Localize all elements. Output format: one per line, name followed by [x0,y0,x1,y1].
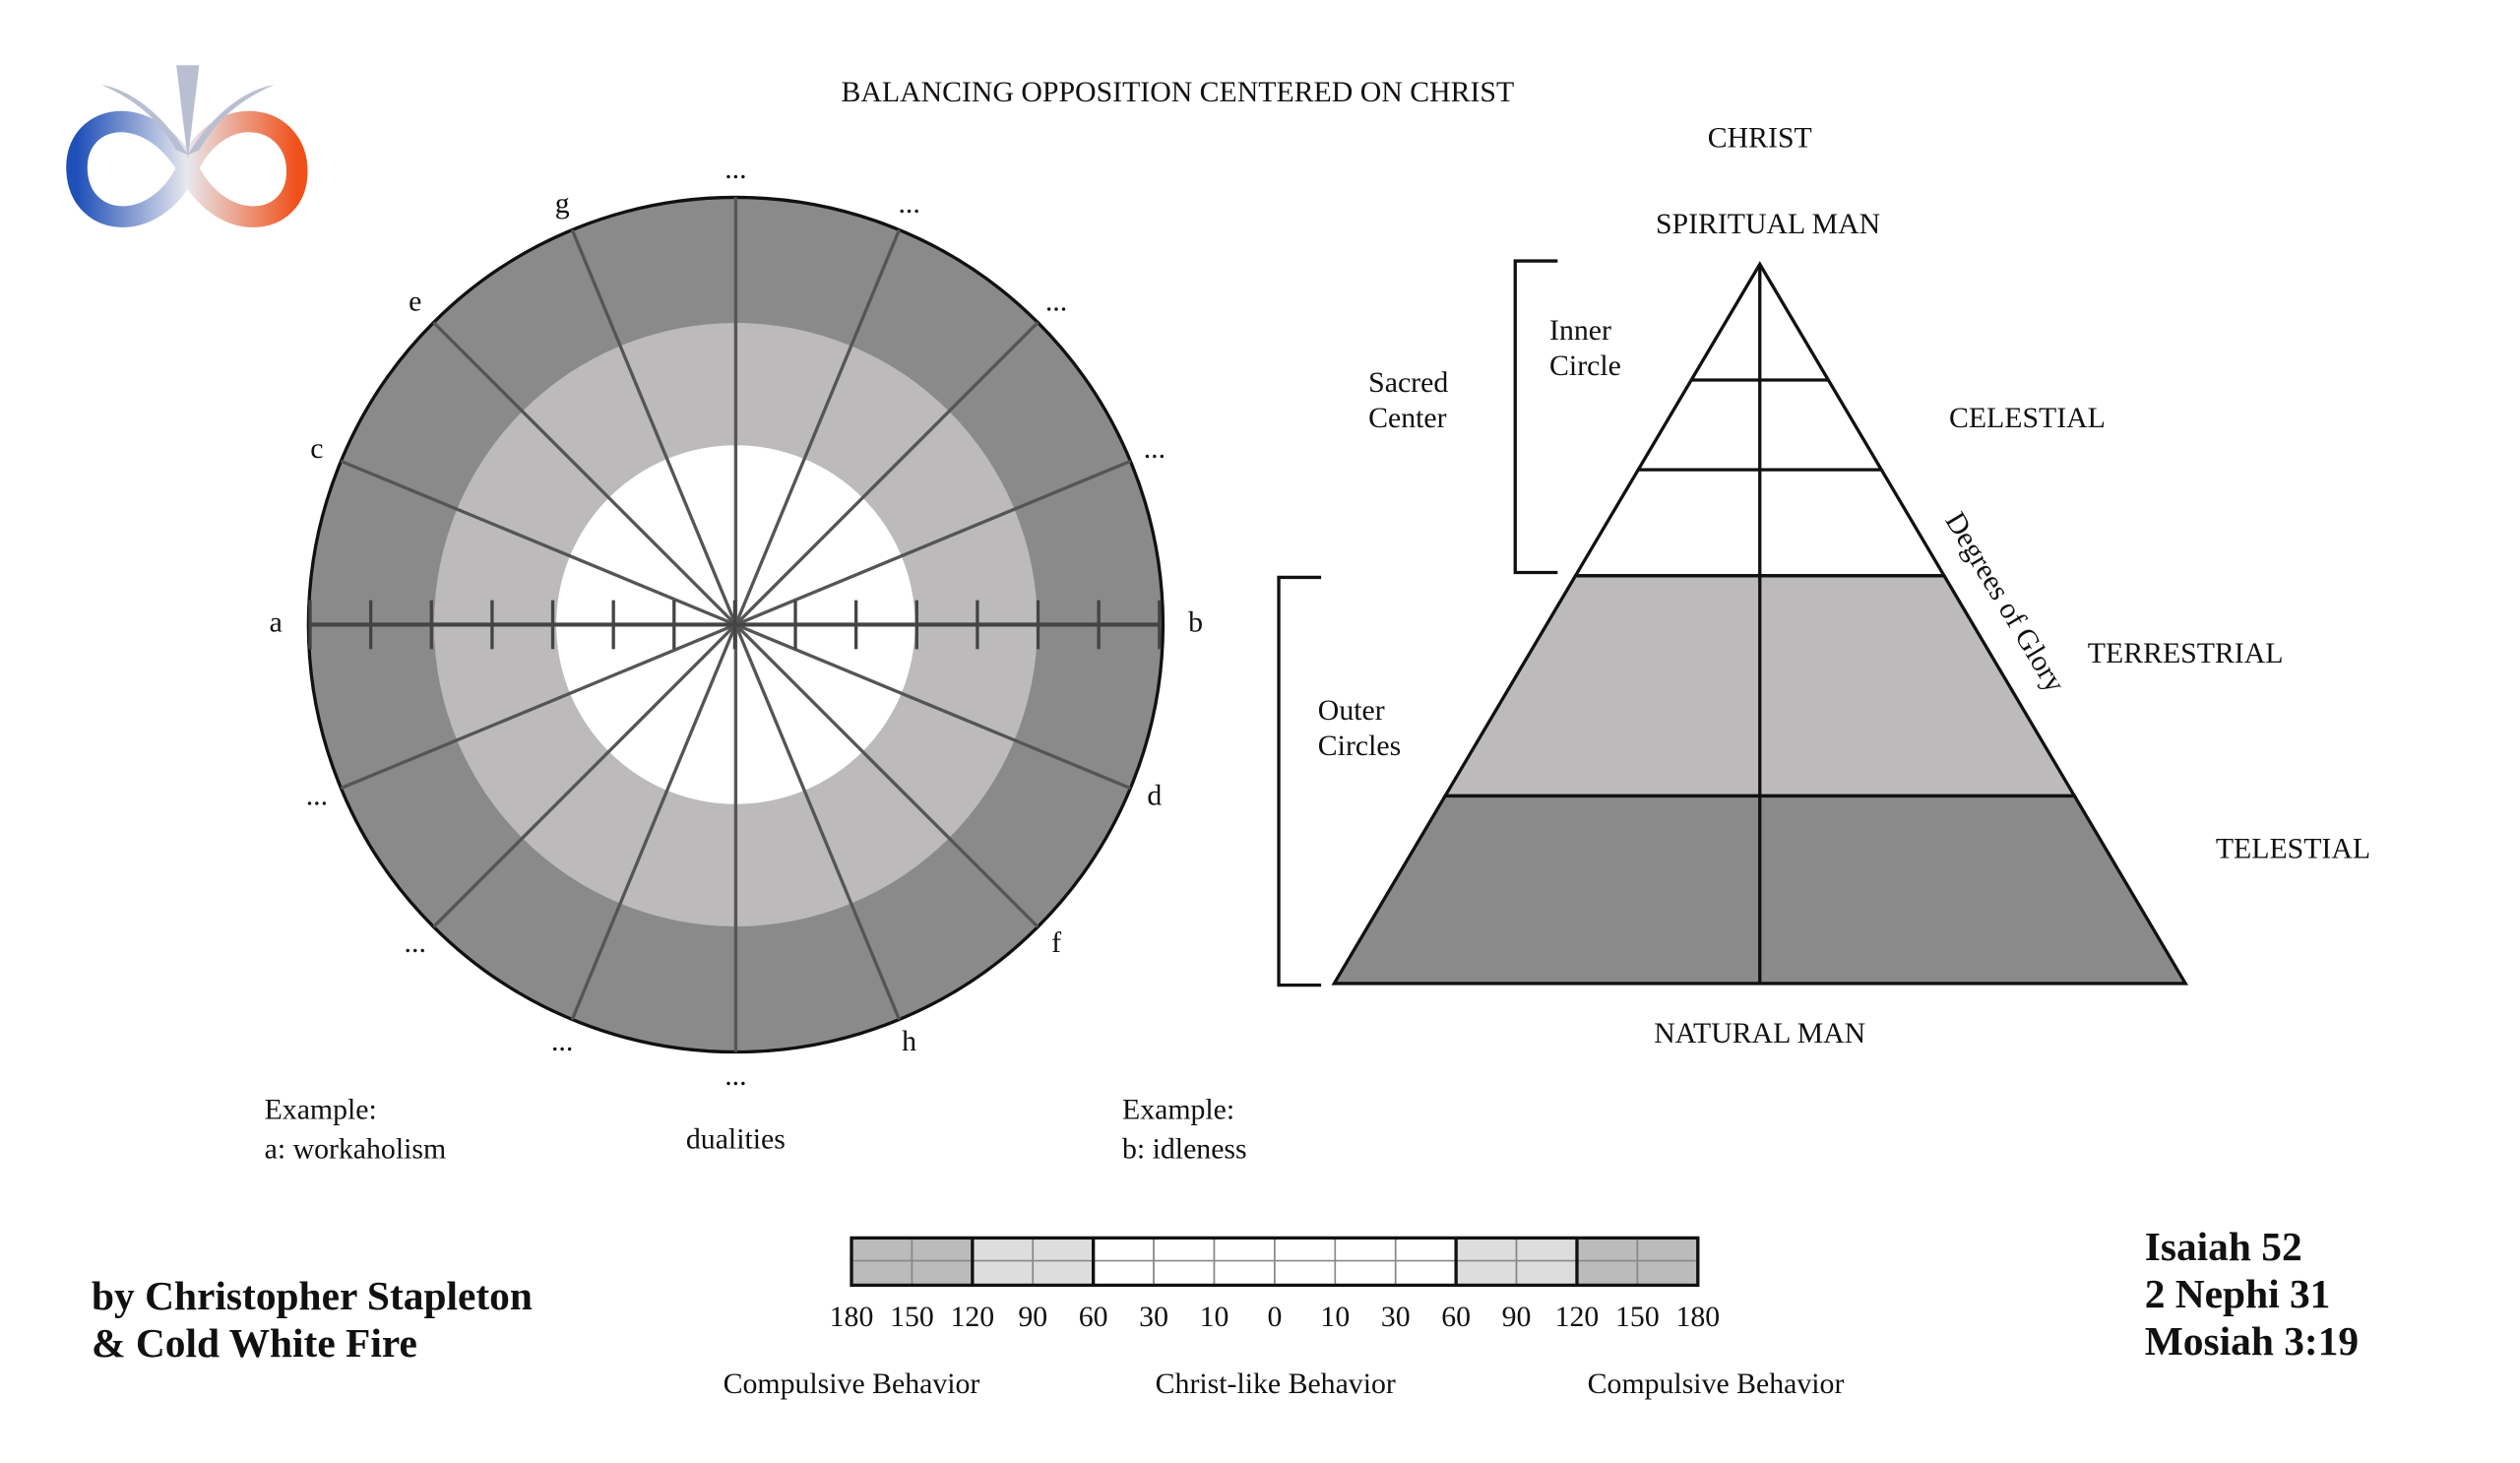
wheel-label: d [1147,780,1162,812]
level-label: CELESTIAL [1949,402,2106,434]
line [432,321,737,626]
level-label: TELESTIAL [2216,833,2370,865]
title: BALANCING OPPOSITION CENTERED ON CHRIST [841,76,1514,108]
scale-tick: 180 [830,1301,874,1333]
inner-label: Inner [1549,314,1611,347]
example-heading: Example: [265,1094,377,1126]
scale-caption: Compulsive Behavior [1588,1368,1845,1400]
bracket [1513,259,1558,575]
scale-tick: 90 [1018,1301,1047,1333]
example-text: a: workaholism [265,1132,447,1165]
logo [66,65,308,227]
line [432,623,737,928]
reference: Isaiah 52 [2145,1224,2302,1269]
level-label: TERRESTRIAL [2088,637,2284,669]
line [340,459,737,627]
wheel-label: e [409,286,421,318]
wheel-label: ... [724,153,746,185]
scale-caption: Compulsive Behavior [724,1368,980,1400]
pyramid-top-label: CHRIST [1708,121,1812,154]
scale-tick: 90 [1502,1301,1532,1333]
credit: by Christopher Stapleton [92,1273,533,1318]
wheel-label: h [902,1025,916,1057]
line [340,622,737,791]
scale-tick: 60 [1079,1301,1108,1333]
example-text: b: idleness [1122,1132,1247,1165]
wheel-label: f [1051,926,1061,959]
wheel-label: ... [306,780,328,812]
scale-tick: 60 [1441,1301,1471,1333]
wheel-label: ... [551,1025,573,1057]
scale-tick: 120 [950,1301,994,1333]
scale-tick: 30 [1139,1301,1168,1333]
reference: 2 Nephi 31 [2145,1271,2331,1316]
scale-tick: 180 [1675,1301,1720,1333]
wheel-label: ... [724,1059,746,1092]
base-label: NATURAL MAN [1654,1017,1865,1050]
wheel-label: g [555,187,570,220]
scale-tick: 10 [1200,1301,1229,1333]
wheel-label: a [270,605,283,638]
inner-label: Circle [1549,350,1621,382]
line [733,228,902,626]
wheel-caption: dualities [686,1122,786,1155]
line [733,623,902,1021]
bracket [1277,575,1322,987]
scale-tick: 150 [890,1301,934,1333]
line [570,623,737,1021]
scale-tick: 10 [1320,1301,1350,1333]
example-heading: Example: [1122,1094,1234,1126]
line [570,228,737,626]
wheel-label: ... [1144,432,1166,465]
line [734,622,1132,791]
credit: & Cold White Fire [92,1320,417,1366]
sacred-label: Sacred [1368,366,1448,399]
scale-tick: 30 [1381,1301,1411,1333]
wheel-label: c [310,432,323,465]
line [734,623,1040,928]
scale-tick: 120 [1555,1301,1600,1333]
scale-tick: 150 [1615,1301,1660,1333]
apex-label: SPIRITUAL MAN [1656,208,1880,240]
line [734,459,1132,627]
wheel-label: ... [1045,286,1067,318]
outer-label: Circles [1318,730,1401,762]
scale-tick: 0 [1267,1301,1282,1333]
wheel-label: ... [898,187,919,220]
sacred-label: Center [1368,402,1447,434]
scale-frame [850,1236,1700,1288]
line [734,321,1040,626]
reference: Mosiah 3:19 [2145,1318,2359,1364]
scale-caption: Christ-like Behavior [1156,1368,1396,1400]
wheel-label: ... [405,926,426,959]
wheel-label: b [1188,605,1203,638]
outer-label: Outer [1318,694,1385,727]
